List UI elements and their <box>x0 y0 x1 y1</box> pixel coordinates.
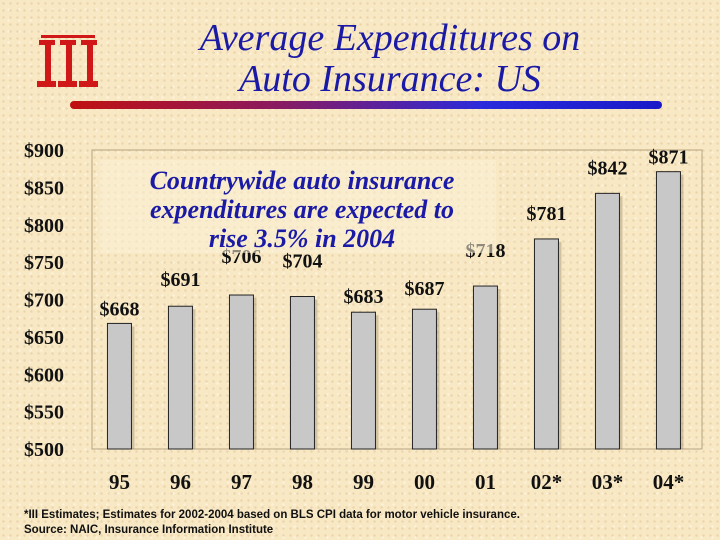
x-tick-label: 96 <box>170 470 191 494</box>
annotation-line: Countrywide auto insurance <box>150 166 455 195</box>
bar-value-label: $687 <box>404 278 444 300</box>
y-tick-label: $800 <box>24 215 64 237</box>
y-tick-label: $500 <box>24 439 64 461</box>
x-tick-label: 99 <box>353 470 374 494</box>
title-line-2: Auto Insurance: US <box>239 58 541 100</box>
bar <box>655 171 681 450</box>
annotation-line: rise 3.5% in 2004 <box>209 224 395 253</box>
bar-chart: $900 $850 $800 $750 $700 $650 $600 $550 $500 $66… <box>24 140 703 494</box>
x-tick-label: 04* <box>653 470 685 494</box>
title-line-1: Average Expenditures on <box>199 17 581 59</box>
bar <box>228 294 254 450</box>
title-divider <box>70 101 662 109</box>
y-tick-label: $550 <box>24 402 64 424</box>
bar-value-label: $781 <box>526 203 566 225</box>
plot-frame <box>91 149 703 450</box>
bar <box>350 311 376 450</box>
bar <box>411 308 437 450</box>
bar <box>167 305 193 450</box>
footnote-estimates: *III Estimates; Estimates for 2002-2004 … <box>24 509 520 521</box>
footnote: *III Estimates; Estimates for 2002-2004 … <box>24 508 704 538</box>
annotation-text: Countrywide auto insurance expenditures a… <box>150 166 455 253</box>
x-tick-label: 98 <box>292 470 313 494</box>
y-tick-label: $850 <box>24 177 64 199</box>
bar <box>106 322 132 450</box>
iii-logo-icon <box>37 35 98 87</box>
bar <box>533 238 559 450</box>
bar-value-label: $704 <box>282 251 322 273</box>
bar-value-label: $691 <box>160 269 200 291</box>
bar-value-label: $871 <box>648 147 688 169</box>
bar-value-label: $668 <box>99 298 139 320</box>
y-tick-label: $700 <box>24 290 64 312</box>
y-tick-label: $750 <box>24 252 64 274</box>
x-tick-label: 02* <box>531 470 563 494</box>
bar-value-label: $842 <box>587 157 627 179</box>
x-tick-label: 03* <box>592 470 624 494</box>
annotation-box <box>100 160 496 253</box>
x-tick-label: 01 <box>475 470 496 494</box>
y-tick-label: $900 <box>24 140 64 162</box>
chart-title: Average Expenditures on Auto Insurance: … <box>110 18 670 100</box>
bar <box>472 285 498 450</box>
y-tick-label: $650 <box>24 327 64 349</box>
annotation-line: expenditures are expected to <box>150 195 454 224</box>
bar-value-label: $683 <box>343 286 383 308</box>
bar <box>289 296 315 450</box>
x-tick-label: 95 <box>109 470 130 494</box>
x-tick-label: 97 <box>231 470 252 494</box>
bar <box>594 192 620 450</box>
footnote-source: Source: NAIC, Insurance Information Inst… <box>24 524 274 536</box>
x-tick-label: 00 <box>414 470 435 494</box>
y-tick-label: $600 <box>24 364 64 386</box>
